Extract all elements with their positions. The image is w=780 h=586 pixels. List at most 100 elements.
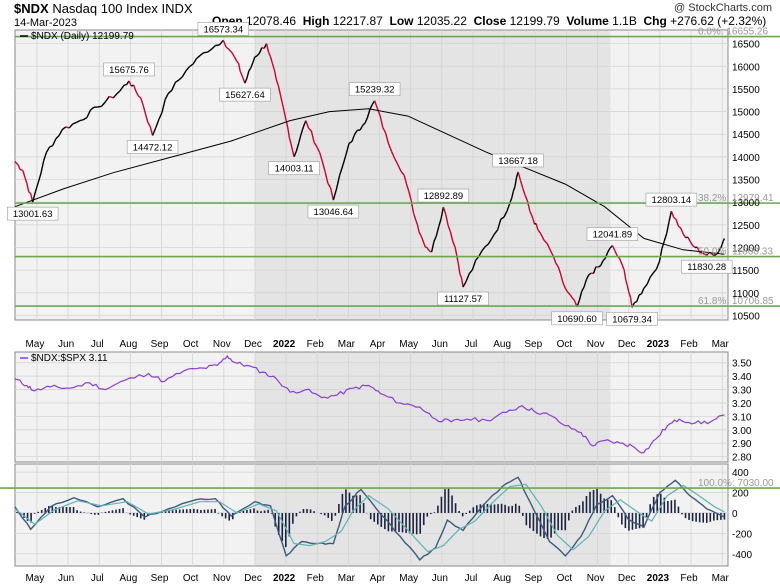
price-segment	[351, 134, 356, 142]
x-tick-label-lower: Jun	[58, 573, 74, 584]
x-tick-label-upper: Jun	[432, 339, 448, 350]
price-segment	[524, 195, 529, 202]
price-segment	[426, 247, 430, 251]
price-segment	[271, 63, 276, 71]
price-segment	[447, 225, 452, 233]
price-segment	[557, 266, 562, 274]
price-segment	[149, 126, 154, 136]
price-segment	[265, 43, 270, 53]
price-segment	[52, 138, 57, 146]
price-segment	[327, 182, 332, 189]
price-segment	[397, 164, 402, 172]
price-segment	[19, 168, 22, 171]
price-segment	[549, 249, 555, 257]
price-segment	[34, 182, 39, 192]
price-segment	[335, 175, 341, 190]
volume-label: Volume	[566, 14, 609, 28]
price-segment	[290, 143, 294, 151]
price-segment	[90, 106, 95, 111]
price-segment	[45, 146, 51, 153]
fib-level-label: 0.0%: 16655.26	[698, 27, 768, 38]
price-segment	[394, 158, 399, 165]
price-segment	[215, 44, 220, 47]
price-segment	[128, 80, 132, 87]
price-segment	[379, 115, 384, 128]
price-segment	[665, 221, 670, 234]
price-segment	[685, 236, 689, 239]
price-segment	[581, 286, 585, 292]
price-segment	[342, 154, 347, 166]
panel-2-ytick-label: 2.90	[732, 439, 752, 450]
price-segment	[112, 92, 118, 99]
price-segment	[478, 250, 483, 257]
price-segment	[442, 206, 447, 215]
x-tick-label-upper: Mar	[338, 339, 356, 350]
price-segment	[540, 233, 545, 241]
price-segment	[634, 300, 638, 304]
price-segment	[58, 129, 63, 136]
panel-2-ytick-label: 3.40	[732, 372, 752, 383]
panel-2-ytick-label: 3.50	[732, 359, 752, 370]
price-segment	[239, 70, 243, 76]
panel-1-ytick-label: 16500	[732, 40, 760, 51]
price-segment	[643, 284, 648, 289]
ratio-line	[14, 354, 725, 454]
price-segment	[151, 127, 157, 136]
watermark: @ StockCharts.com	[674, 2, 772, 14]
price-label: 15627.64	[225, 90, 265, 101]
low-label: Low	[389, 14, 414, 28]
x-tick-label-upper: Oct	[557, 339, 573, 350]
volume-value: 1.1B	[612, 14, 637, 28]
price-segment	[222, 40, 227, 48]
panel-2-ytick-label: 3.20	[732, 399, 752, 410]
price-segment	[433, 235, 437, 242]
price-segment	[569, 294, 573, 299]
price-segment	[189, 63, 194, 68]
price-segment	[618, 257, 623, 265]
price-segment	[321, 161, 326, 172]
macd-level-label: 100.0%: 7030.00	[698, 478, 774, 489]
legend-ratio: $NDX:$SPX 3.11	[31, 353, 108, 364]
price-segment	[405, 183, 410, 192]
price-label: 12892.89	[424, 191, 464, 202]
price-segment	[248, 67, 252, 72]
price-segment	[692, 244, 696, 249]
price-segment	[481, 246, 486, 252]
x-tick-label-lower: Feb	[307, 573, 325, 584]
x-tick-label-upper: Jul	[91, 339, 104, 350]
price-label-box	[6, 206, 59, 221]
x-tick-label-upper: Sep	[151, 339, 169, 350]
price-label-box	[219, 87, 271, 102]
price-segment	[118, 87, 123, 92]
price-segment	[484, 243, 489, 248]
price-segment	[722, 238, 726, 242]
price-label-box	[348, 82, 401, 97]
x-tick-label-lower: Sep	[151, 573, 169, 584]
price-segment	[362, 122, 366, 126]
x-tick-label-lower: Feb	[680, 573, 698, 584]
price-segment	[83, 117, 88, 121]
price-segment	[668, 210, 673, 222]
price-segment	[717, 249, 721, 253]
x-tick-label-lower: Nov	[213, 573, 231, 584]
price-label-box	[492, 153, 544, 168]
price-segment	[614, 250, 618, 257]
macd-signal-line	[14, 483, 725, 553]
price-segment	[384, 132, 390, 144]
price-segment	[49, 144, 54, 148]
price-segment	[313, 141, 318, 148]
price-segment	[440, 206, 445, 219]
price-label-box	[417, 188, 470, 203]
price-segment	[147, 122, 151, 127]
price-segment	[230, 51, 235, 57]
price-label-box	[551, 311, 603, 326]
price-segment	[196, 54, 201, 60]
x-tick-label-upper: Dec	[618, 339, 636, 350]
price-segment	[623, 270, 627, 281]
open-value: 12078.46	[246, 14, 297, 28]
price-segment	[626, 285, 630, 293]
price-segment	[104, 95, 110, 103]
price-segment	[597, 265, 602, 268]
price-segment	[408, 191, 412, 201]
x-tick-label-lower: Oct	[183, 573, 199, 584]
